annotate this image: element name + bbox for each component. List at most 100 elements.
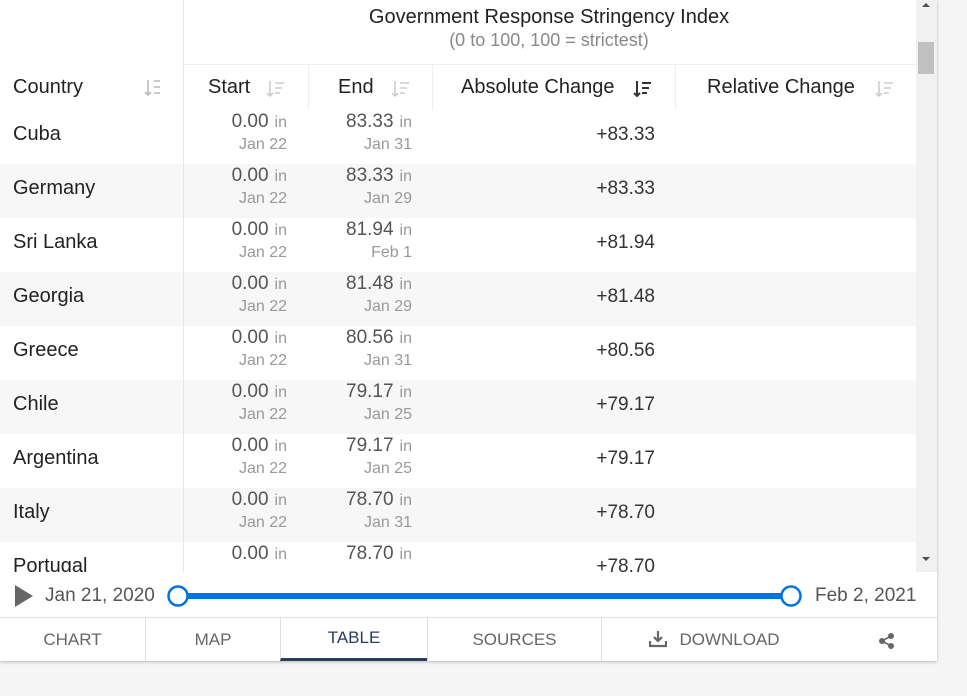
cell-value: 80.56	[346, 327, 394, 348]
cell-date: Jan 22	[238, 514, 287, 531]
sort-icon[interactable]	[143, 78, 163, 98]
table-row: Argentina 0.00 in Jan 22 79.17 in Jan 25 +79.17	[0, 434, 916, 488]
share-tab[interactable]	[837, 617, 937, 661]
country-name: Cuba	[13, 123, 61, 145]
scrollbar-track[interactable]	[916, 0, 937, 572]
value-line: 0.00 in	[232, 273, 287, 295]
play-button[interactable]	[12, 584, 36, 608]
table-row: Italy 0.00 in Jan 22 78.70 in Jan 31 +78.70	[0, 488, 916, 542]
table-viewport: Government Response Stringency Index (0 …	[0, 0, 916, 572]
in-label: in	[399, 384, 412, 401]
column-header[interactable]: Relative Change	[707, 76, 855, 98]
absolute-change: +79.17	[596, 394, 655, 415]
table-row: Greece 0.00 in Jan 22 80.56 in Jan 31 +80.56	[0, 326, 916, 380]
cell-value: 0.00	[231, 543, 269, 564]
value-line: 78.70 in	[346, 543, 412, 565]
absolute-change: +83.33	[596, 178, 655, 199]
cell-date: Feb 1	[371, 244, 412, 261]
cell-date: Jan 22	[238, 244, 287, 261]
cell-value: 0.00	[231, 489, 269, 510]
column-header[interactable]: Country	[13, 76, 84, 98]
sort-icon[interactable]	[391, 79, 411, 99]
cell-value: 78.70	[346, 489, 394, 510]
cell-date: Jan 31	[363, 136, 412, 153]
in-label: in	[274, 384, 287, 401]
sort-icon-active[interactable]	[633, 79, 653, 99]
sort-icon[interactable]	[266, 79, 286, 99]
in-label: in	[274, 546, 287, 563]
tab[interactable]: CHART	[0, 617, 145, 661]
in-label: in	[399, 330, 412, 347]
value-line: 78.70 in	[346, 489, 412, 511]
in-label: in	[399, 546, 412, 563]
absolute-change: +80.56	[596, 340, 655, 361]
cell-value: 0.00	[231, 111, 269, 132]
column-header[interactable]: Start	[208, 76, 251, 98]
cell-date: Jan 22	[238, 406, 287, 423]
absolute-change: +81.94	[596, 232, 655, 253]
country-name: Italy	[13, 501, 50, 523]
scrollbar-thumb[interactable]	[918, 42, 934, 74]
in-label: in	[399, 114, 412, 131]
cell-date: Jan 22	[238, 298, 287, 315]
in-label: in	[399, 492, 412, 509]
scroll-down[interactable]	[918, 554, 934, 564]
value-line: 79.17 in	[346, 381, 412, 403]
tab-active[interactable]: TABLE	[280, 617, 427, 661]
tab[interactable]: SOURCES	[427, 617, 601, 661]
header-divider	[308, 65, 309, 110]
download-icon	[649, 631, 667, 648]
in-label: in	[399, 168, 412, 185]
tab[interactable]: DOWNLOAD	[601, 617, 837, 661]
value-line: 79.17 in	[346, 435, 412, 457]
table-row: Sri Lanka 0.00 in Jan 22 81.94 in Feb 1 +81.94	[0, 218, 916, 272]
value-line: 83.33 in	[346, 111, 412, 133]
table-row: Chile 0.00 in Jan 22 79.17 in Jan 25 +79.17	[0, 380, 916, 434]
absolute-change: +83.33	[596, 124, 655, 145]
in-label: in	[399, 276, 412, 293]
timeline-start: Jan 21, 2020	[45, 585, 155, 606]
cell-date: Jan 22	[238, 460, 287, 477]
value-line: 0.00 in	[232, 543, 287, 565]
absolute-change: +81.48	[596, 286, 655, 307]
cell-value: 79.17	[346, 381, 394, 402]
value-line: 81.48 in	[346, 273, 412, 295]
column-header[interactable]: End	[338, 76, 374, 98]
value-line: 83.33 in	[346, 165, 412, 187]
sort-icon[interactable]	[875, 79, 895, 99]
cell-value: 83.33	[346, 111, 394, 132]
table-row: Cuba 0.00 in Jan 22 83.33 in Jan 31 +83.33	[0, 110, 916, 164]
scroll-up[interactable]	[918, 0, 934, 10]
column-header[interactable]: Absolute Change	[461, 76, 615, 98]
table-row: Georgia 0.00 in Jan 22 81.48 in Jan 29 +81.48	[0, 272, 916, 326]
timeline-end: Feb 2, 2021	[815, 585, 917, 606]
cell-value: 0.00	[231, 219, 269, 240]
cell-date: Jan 22	[238, 136, 287, 153]
in-label: in	[274, 330, 287, 347]
cell-date: Jan 25	[363, 406, 412, 423]
value-line: 0.00 in	[232, 165, 287, 187]
timeline-slider[interactable]	[165, 582, 805, 610]
value-line: 0.00 in	[232, 219, 287, 241]
cell-value: 0.00	[231, 165, 269, 186]
country-name: Germany	[13, 177, 96, 199]
value-line: 0.00 in	[232, 327, 287, 349]
in-label: in	[274, 222, 287, 239]
absolute-change: +79.17	[596, 448, 655, 469]
cell-value: 0.00	[231, 435, 269, 456]
country-name: Sri Lanka	[13, 231, 98, 253]
cell-date: Jan 22	[238, 352, 287, 369]
tab[interactable]: MAP	[145, 617, 280, 661]
group-title: Government Response Stringency Index	[368, 6, 730, 28]
value-line: 0.00 in	[232, 435, 287, 457]
header-divider	[675, 65, 676, 110]
country-name: Greece	[13, 339, 79, 361]
cell-date: Jan 31	[363, 514, 412, 531]
value-line: 0.00 in	[232, 111, 287, 133]
absolute-change: +78.70	[596, 556, 655, 572]
cell-value: 78.70	[346, 543, 394, 564]
in-label: in	[399, 222, 412, 239]
header-divider	[183, 64, 916, 65]
country-name: Georgia	[13, 285, 85, 307]
